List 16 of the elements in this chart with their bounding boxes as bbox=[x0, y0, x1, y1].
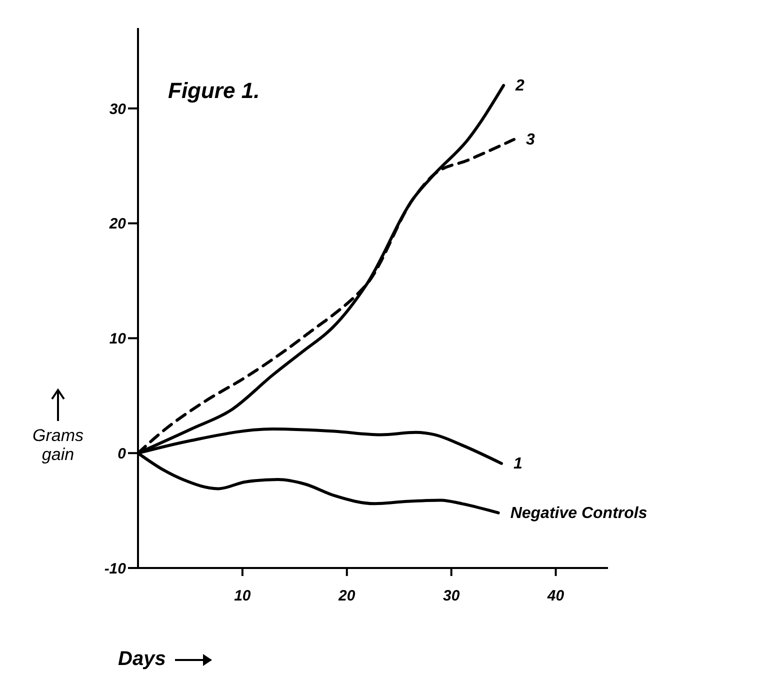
series-label: Negative Controls bbox=[510, 504, 648, 522]
y-tick-label: -10 bbox=[104, 560, 127, 578]
y-tick-label: 20 bbox=[108, 216, 127, 233]
x-tick-label: 30 bbox=[442, 588, 460, 605]
x-tick-label: 40 bbox=[546, 588, 565, 605]
x-axis-title: Days bbox=[118, 648, 166, 671]
x-tick-label: 20 bbox=[338, 588, 356, 605]
series-label: 2 bbox=[514, 77, 525, 94]
series-label: 3 bbox=[526, 131, 535, 148]
y-tick-label: 0 bbox=[118, 445, 127, 462]
y-axis-title: Grams gain bbox=[32, 426, 84, 464]
text: Figure 1. bbox=[168, 78, 260, 104]
series-label: 1 bbox=[513, 455, 522, 472]
y-tick-label: 10 bbox=[109, 330, 127, 348]
y-tick-label: 30 bbox=[109, 100, 127, 118]
x-tick-label: 10 bbox=[234, 588, 252, 605]
